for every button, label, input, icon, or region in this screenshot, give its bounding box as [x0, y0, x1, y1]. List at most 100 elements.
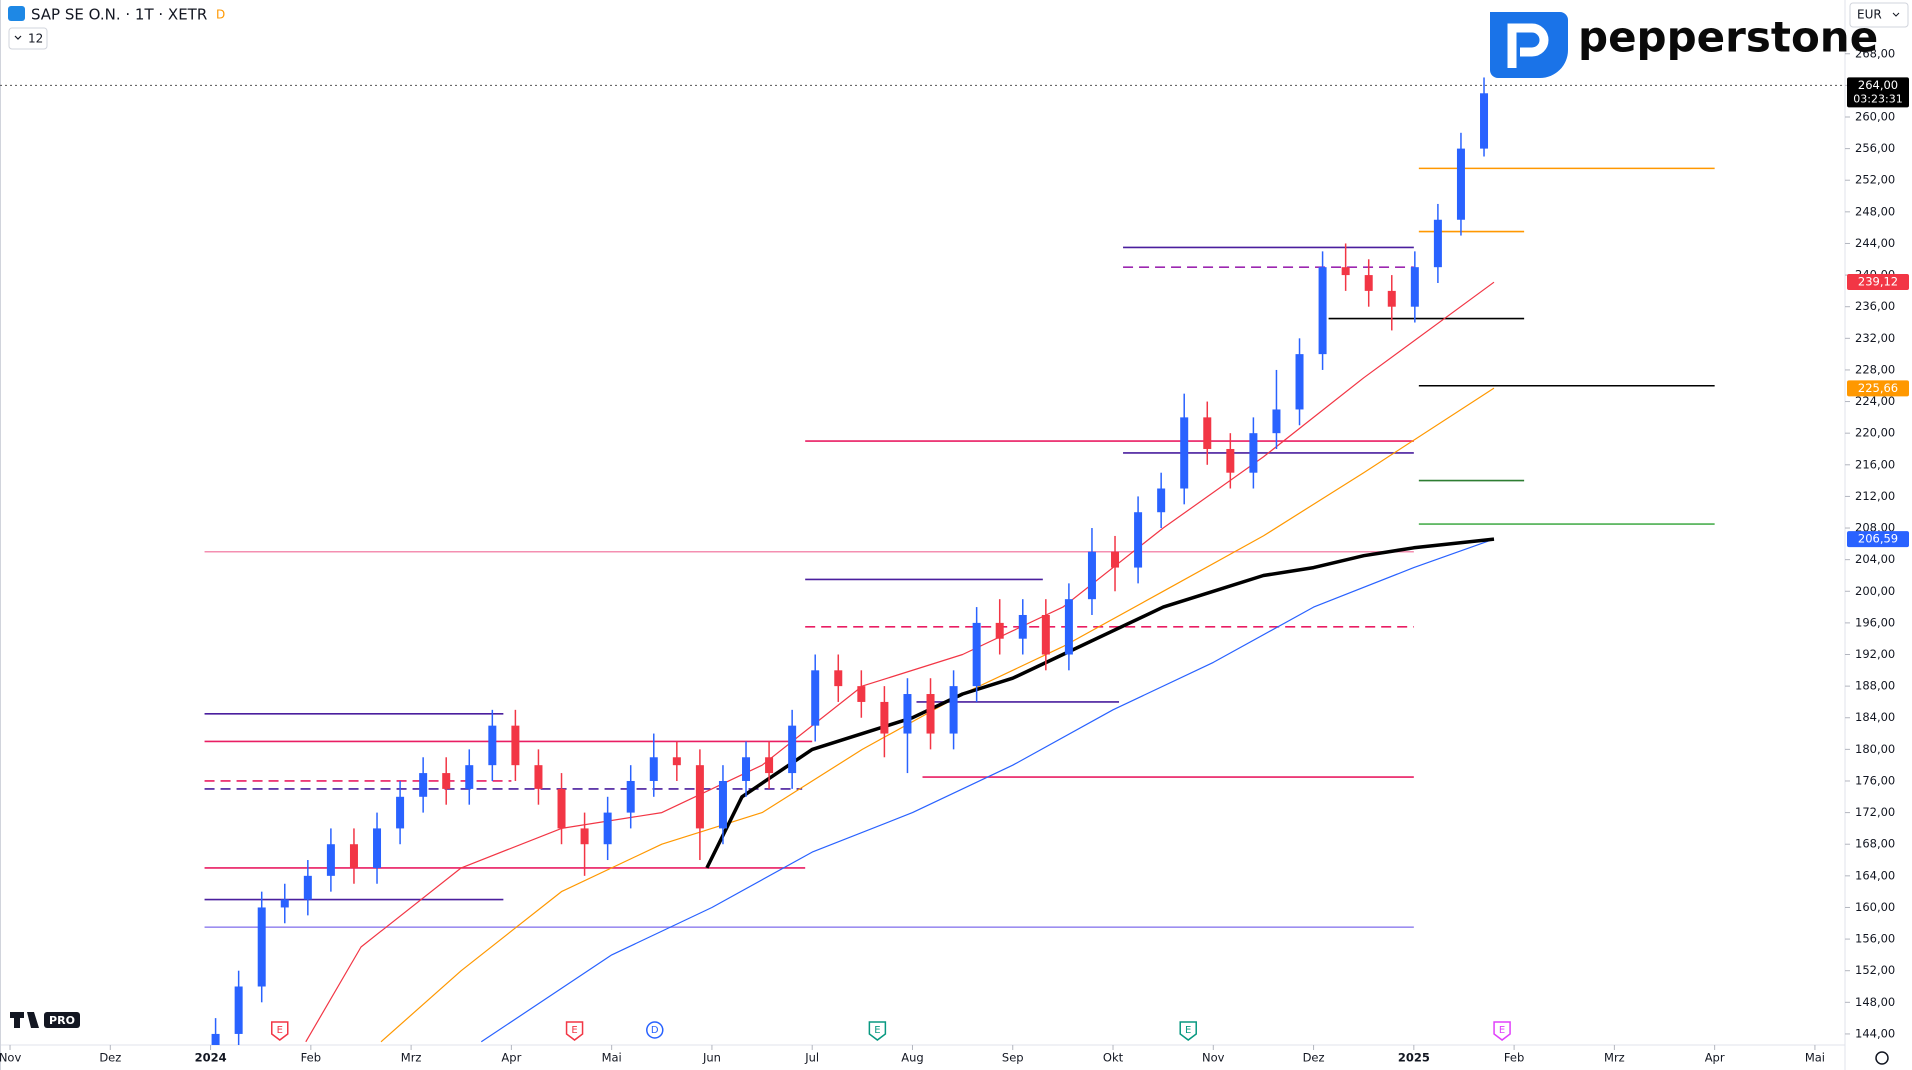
indicator-toggle[interactable]: [8, 27, 48, 50]
candle-body: [1410, 267, 1419, 307]
candle-body: [695, 765, 704, 829]
candle-body: [788, 725, 797, 774]
x-tick-label: Aug: [901, 1051, 923, 1065]
candle-body: [534, 765, 543, 789]
y-tick-label: 184,00: [1855, 710, 1895, 724]
candle-body: [1387, 290, 1396, 307]
y-tick-label: 148,00: [1855, 995, 1895, 1009]
y-tick-label: 244,00: [1855, 236, 1895, 250]
y-tick-label: 176,00: [1855, 773, 1895, 787]
price-tag: [1847, 380, 1909, 397]
candle-body: [1018, 614, 1027, 639]
candle-body: [1318, 267, 1327, 355]
y-tick-label: 268,00: [1855, 46, 1895, 60]
candle-body: [880, 701, 889, 734]
y-tick-label: 204,00: [1855, 552, 1895, 566]
candle-body: [1041, 614, 1050, 655]
y-tick-label: 156,00: [1855, 932, 1895, 946]
event-marker: [868, 1021, 887, 1041]
candle-body: [1364, 275, 1373, 291]
event-label: E: [1499, 1025, 1505, 1036]
candle-body: [373, 828, 382, 868]
price-tag: [1847, 274, 1909, 291]
candle-body: [303, 875, 312, 900]
x-tick-label: Sep: [1002, 1051, 1024, 1065]
candle-body: [580, 828, 589, 845]
y-tick-label: 260,00: [1855, 109, 1895, 123]
x-tick-label: 2025: [1398, 1051, 1430, 1065]
candle-body: [1249, 433, 1258, 473]
y-tick-label: 220,00: [1855, 426, 1895, 440]
candle-body: [1272, 409, 1281, 434]
candle-body: [211, 1033, 220, 1045]
symbol-title: SAP SE O.N. · 1T · XETR: [31, 6, 207, 24]
candle-body: [626, 780, 635, 813]
candle-body: [1456, 148, 1465, 220]
header: SAP SE O.N. · 1T · XETR D 12: [8, 6, 225, 50]
y-tick-label: 196,00: [1855, 615, 1895, 629]
candle-body: [1087, 551, 1096, 600]
currency-chevron: [1892, 12, 1900, 17]
candle-body: [465, 765, 474, 789]
candle-body: [1341, 267, 1350, 276]
currency-label: EUR: [1857, 8, 1882, 22]
y-tick-label: 224,00: [1855, 394, 1895, 408]
candle-body: [811, 670, 820, 726]
settings-button[interactable]: [1875, 1051, 1889, 1065]
event-marker: [646, 1021, 664, 1039]
currency-button[interactable]: [1849, 2, 1909, 28]
candle-body: [603, 812, 612, 845]
candle-body: [765, 757, 774, 774]
candle-body: [280, 899, 289, 908]
candle-body: [1433, 219, 1442, 268]
candle-body: [742, 757, 751, 781]
candle-body: [649, 757, 658, 781]
candle-body: [1226, 448, 1235, 473]
candle-body: [903, 694, 912, 734]
x-tick-label: Mai: [1805, 1051, 1825, 1065]
candle-body: [1111, 551, 1120, 568]
symbol-logo: [8, 6, 25, 21]
x-tick-label: Jul: [804, 1051, 819, 1065]
price-tag-label: 225,66: [1858, 381, 1898, 395]
x-tick-label: Jun: [702, 1051, 721, 1065]
x-tick-label: Apr: [501, 1051, 521, 1065]
event-label: E: [1185, 1025, 1191, 1036]
candle-body: [834, 670, 843, 687]
event-marker: [271, 1021, 289, 1041]
chevron: [14, 35, 22, 40]
price-tag-time: 03:23:31: [1853, 92, 1902, 105]
y-tick-label: 252,00: [1855, 173, 1895, 187]
x-tick-label: Mai: [602, 1051, 622, 1065]
price-tag-label: 264,00: [1858, 78, 1898, 92]
y-tick-label: 192,00: [1855, 647, 1895, 661]
candle-body: [396, 796, 405, 829]
candle-body: [349, 844, 358, 868]
candle-body: [1157, 488, 1166, 513]
tv-logo: [10, 1012, 39, 1028]
y-tick-label: 164,00: [1855, 868, 1895, 882]
candle-body: [326, 844, 335, 876]
brand-logo: pepperstone: [1490, 12, 1878, 78]
event-marker: [565, 1021, 584, 1041]
y-tick-label: 216,00: [1855, 457, 1895, 471]
x-tick-label: Feb: [301, 1051, 321, 1065]
price-tag-label: 239,12: [1858, 275, 1898, 289]
candle-body: [1134, 512, 1143, 568]
brand-mark: [1507, 23, 1549, 68]
y-tick-label: 160,00: [1855, 900, 1895, 914]
candle-body: [995, 622, 1004, 639]
y-tick-label: 232,00: [1855, 331, 1895, 345]
event-label: E: [874, 1025, 880, 1036]
event-marker: [1179, 1021, 1197, 1041]
brand-name: pepperstone: [1578, 13, 1878, 62]
watermark: PRO: [10, 1012, 80, 1028]
candle-body: [672, 757, 681, 766]
candle-body: [488, 725, 497, 766]
y-tick-label: 180,00: [1855, 742, 1895, 756]
x-tick-label: Dez: [99, 1051, 121, 1065]
y-tick-label: 208,00: [1855, 521, 1895, 535]
y-tick-label: 236,00: [1855, 299, 1895, 313]
